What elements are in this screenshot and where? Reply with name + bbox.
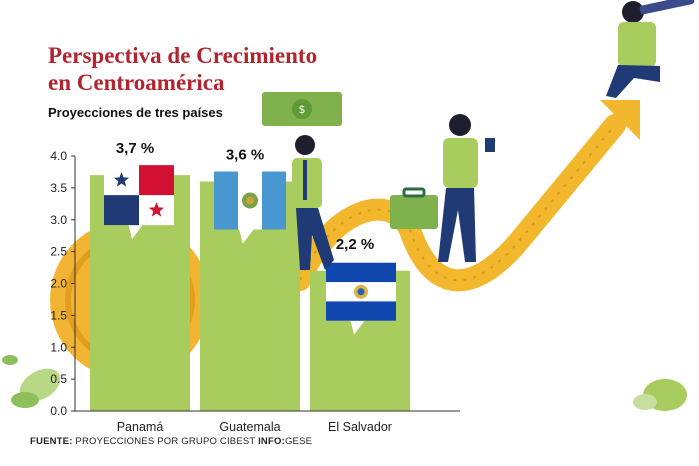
person-with-telescope-icon — [606, 0, 695, 98]
y-tick-label: 0.0 — [50, 404, 67, 418]
y-tick-label: 3.0 — [50, 213, 67, 227]
x-tick-label: El Salvador — [328, 420, 392, 434]
x-tick-label: Panamá — [117, 420, 164, 434]
emblem-icon — [246, 196, 254, 205]
source-label: FUENTE: — [30, 436, 73, 447]
flag-field — [326, 262, 396, 283]
flag-field — [214, 171, 238, 230]
growth-arrow-icon — [289, 100, 640, 292]
data-label: 2,2 % — [336, 236, 374, 253]
bubble-tail — [128, 225, 143, 240]
flag-field — [262, 171, 286, 230]
chart-title: Perspectiva de Crecimiento en Centroaméri… — [48, 43, 318, 95]
y-tick-label: 2.0 — [50, 277, 67, 291]
flag-field — [139, 165, 174, 196]
source-text: PROYECCIONES POR GRUPO CIBEST — [75, 436, 256, 447]
flag-field — [104, 195, 139, 226]
flag-guatemala-icon — [214, 171, 286, 244]
y-tick-label: 1.5 — [50, 308, 67, 322]
leaves-left-icon — [2, 355, 61, 408]
y-tick-label: 4.0 — [50, 149, 67, 163]
svg-text:$: $ — [299, 103, 306, 116]
bubble-tail — [239, 229, 254, 244]
y-tick-label: 1.0 — [50, 340, 67, 354]
info-text: GESE — [284, 436, 313, 447]
emblem-icon — [357, 288, 365, 296]
chart-subtitle: Proyecciones de tres países — [48, 105, 223, 120]
y-tick-label: 3.5 — [50, 181, 67, 195]
source-footer: FUENTE: PROYECCIONES POR GRUPO CIBEST IN… — [30, 436, 312, 447]
person-with-briefcase-icon — [390, 114, 495, 262]
x-axis: Panamá Guatemala El Salvador — [75, 410, 460, 434]
y-tick-label: 0.5 — [50, 372, 67, 386]
y-tick-label: 2.5 — [50, 245, 67, 259]
bubble-tail — [350, 320, 365, 335]
y-axis: 0.0 0.5 1.0 1.5 2.0 2.5 3.0 3.5 4.0 — [50, 149, 76, 418]
flag-field — [326, 301, 396, 321]
star-icon — [148, 202, 165, 217]
data-label: 3,7 % — [116, 140, 154, 157]
x-tick-label: Guatemala — [219, 420, 280, 434]
info-label: INFO: — [258, 436, 285, 447]
leaves-right-icon — [633, 379, 687, 411]
person-holding-money-icon: $ — [262, 92, 342, 270]
data-label: 3,6 % — [226, 147, 264, 164]
flags — [104, 165, 396, 335]
flag-panama-icon — [104, 165, 174, 240]
star-icon — [113, 172, 130, 187]
flag-el-salvador-icon — [326, 262, 396, 335]
value-labels: 3,7 % 3,6 % 2,2 % — [116, 140, 374, 253]
